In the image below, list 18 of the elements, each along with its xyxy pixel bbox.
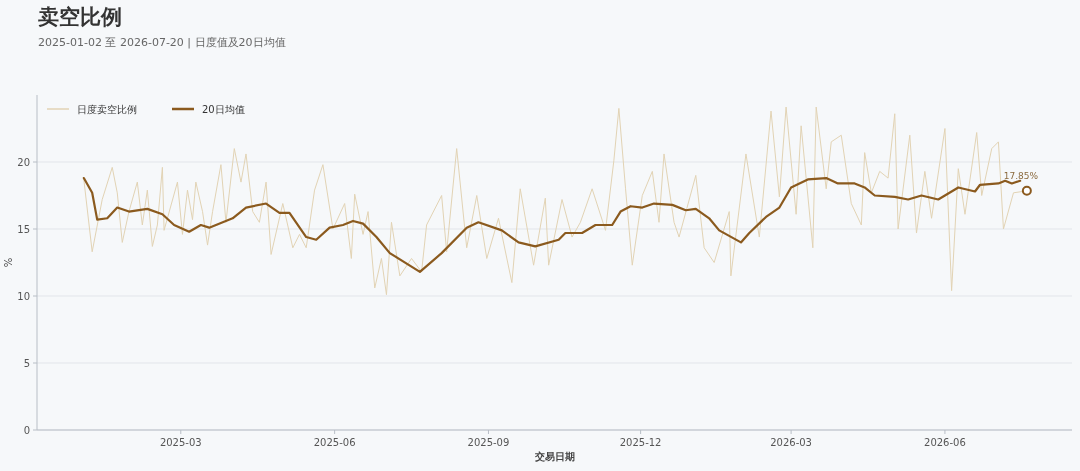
y-tick-label: 0 bbox=[23, 424, 30, 436]
x-tick-label: 2025-06 bbox=[313, 437, 356, 448]
chart-title: 卖空比例 bbox=[38, 5, 122, 29]
legend-label: 日度卖空比例 bbox=[77, 103, 137, 115]
y-tick-label: 15 bbox=[17, 223, 30, 235]
y-tick-label: 10 bbox=[17, 290, 30, 302]
x-tick-label: 2026-03 bbox=[770, 437, 812, 448]
y-axis-title: % bbox=[3, 257, 14, 268]
x-tick-label: 2025-12 bbox=[619, 437, 662, 448]
x-tick-label: 2025-09 bbox=[467, 437, 510, 448]
y-tick-label: 5 bbox=[23, 357, 30, 369]
y-tick-label: 20 bbox=[17, 156, 30, 168]
x-axis-title: 交易日期 bbox=[533, 451, 575, 462]
x-tick-label: 2025-03 bbox=[159, 437, 202, 448]
legend-label: 20日均值 bbox=[202, 103, 245, 115]
chart-subtitle: 2025-01-02 至 2026-07-20 | 日度值及20日均值 bbox=[38, 36, 286, 49]
annotation: 17.85% bbox=[1003, 170, 1039, 181]
x-tick-label: 2026-06 bbox=[924, 437, 966, 448]
